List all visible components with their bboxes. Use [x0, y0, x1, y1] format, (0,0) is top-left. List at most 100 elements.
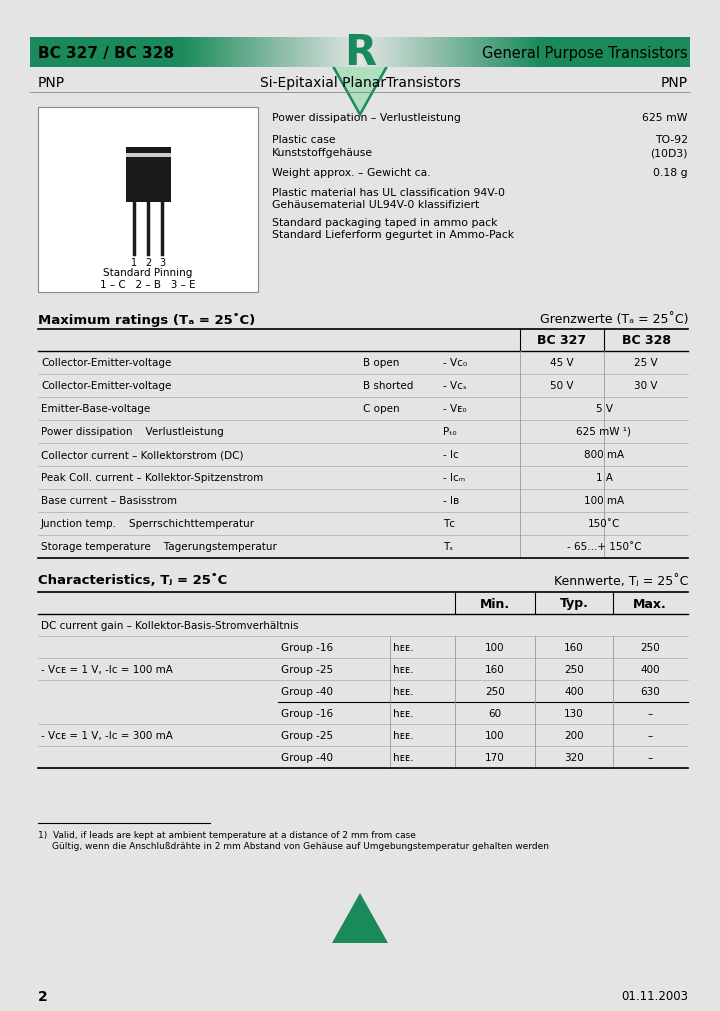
- Bar: [471, 38, 472, 68]
- Bar: [380, 38, 381, 68]
- Bar: [446, 38, 447, 68]
- Bar: [232, 38, 233, 68]
- Text: - Iʙ: - Iʙ: [443, 495, 459, 506]
- Bar: [476, 38, 477, 68]
- Bar: [224, 38, 225, 68]
- Bar: [247, 38, 248, 68]
- Bar: [510, 38, 511, 68]
- Bar: [482, 38, 483, 68]
- Text: Pₜ₀: Pₜ₀: [443, 427, 456, 437]
- Text: 01.11.2003: 01.11.2003: [621, 990, 688, 1003]
- Text: 625 mW: 625 mW: [642, 113, 688, 123]
- Bar: [282, 38, 283, 68]
- Bar: [329, 38, 330, 68]
- Bar: [221, 38, 222, 68]
- Bar: [188, 38, 189, 68]
- Bar: [354, 38, 355, 68]
- Bar: [529, 38, 530, 68]
- Bar: [470, 38, 471, 68]
- Bar: [186, 38, 187, 68]
- Bar: [258, 38, 259, 68]
- Text: - Iᴄ: - Iᴄ: [443, 450, 459, 460]
- Bar: [303, 38, 304, 68]
- Bar: [210, 38, 211, 68]
- Text: DC current gain – Kollektor-Basis-Stromverhältnis: DC current gain – Kollektor-Basis-Stromv…: [41, 621, 299, 631]
- Bar: [196, 38, 197, 68]
- Bar: [259, 38, 260, 68]
- Bar: [532, 38, 533, 68]
- Bar: [207, 38, 208, 68]
- Bar: [509, 38, 510, 68]
- Bar: [302, 38, 303, 68]
- Bar: [304, 38, 305, 68]
- Text: 100: 100: [485, 730, 505, 740]
- Text: Kunststoffgehäuse: Kunststoffgehäuse: [272, 148, 373, 158]
- Bar: [417, 38, 418, 68]
- Bar: [307, 38, 308, 68]
- Bar: [315, 38, 316, 68]
- Bar: [397, 38, 398, 68]
- Bar: [182, 38, 183, 68]
- Bar: [272, 38, 273, 68]
- Bar: [237, 38, 238, 68]
- Bar: [498, 38, 499, 68]
- Text: Maximum ratings (Tₐ = 25˚C): Maximum ratings (Tₐ = 25˚C): [38, 312, 256, 327]
- Bar: [410, 38, 411, 68]
- Bar: [409, 38, 410, 68]
- Text: - Vᴄₛ: - Vᴄₛ: [443, 380, 467, 390]
- Bar: [362, 38, 363, 68]
- Bar: [450, 38, 451, 68]
- Bar: [126, 148, 171, 203]
- Bar: [334, 38, 335, 68]
- Bar: [338, 38, 339, 68]
- Bar: [252, 38, 253, 68]
- Text: 250: 250: [640, 642, 660, 652]
- Bar: [330, 38, 331, 68]
- Bar: [493, 38, 494, 68]
- Bar: [414, 38, 415, 68]
- Text: Plastic case: Plastic case: [272, 134, 336, 145]
- Bar: [494, 38, 495, 68]
- Bar: [239, 38, 240, 68]
- Bar: [522, 38, 523, 68]
- Text: Plastic material has UL classification 94V-0: Plastic material has UL classification 9…: [272, 188, 505, 198]
- Text: Characteristics, Tⱼ = 25˚C: Characteristics, Tⱼ = 25˚C: [38, 574, 228, 587]
- Bar: [378, 38, 379, 68]
- Bar: [497, 38, 498, 68]
- Text: –: –: [647, 709, 652, 718]
- Bar: [185, 38, 186, 68]
- Bar: [436, 38, 437, 68]
- Bar: [341, 38, 342, 68]
- Bar: [415, 38, 416, 68]
- Bar: [369, 38, 370, 68]
- Bar: [440, 38, 441, 68]
- Bar: [516, 38, 517, 68]
- Bar: [277, 38, 278, 68]
- Bar: [384, 38, 385, 68]
- Text: General Purpose Transistors: General Purpose Transistors: [482, 45, 688, 61]
- Polygon shape: [332, 893, 388, 943]
- Bar: [426, 38, 427, 68]
- Text: 160: 160: [485, 664, 505, 674]
- Bar: [278, 38, 279, 68]
- Bar: [195, 38, 196, 68]
- Bar: [379, 38, 380, 68]
- Bar: [353, 38, 354, 68]
- Bar: [441, 38, 442, 68]
- Bar: [437, 38, 438, 68]
- Text: Weight approx. – Gewicht ca.: Weight approx. – Gewicht ca.: [272, 168, 431, 178]
- Bar: [503, 38, 504, 68]
- Bar: [336, 38, 337, 68]
- Text: Collector current – Kollektorstrom (DC): Collector current – Kollektorstrom (DC): [41, 450, 243, 460]
- Bar: [228, 38, 229, 68]
- Bar: [286, 38, 287, 68]
- Bar: [368, 38, 369, 68]
- Bar: [357, 38, 358, 68]
- Bar: [190, 38, 191, 68]
- Text: 2: 2: [145, 258, 151, 268]
- Text: Collector-Emitter-voltage: Collector-Emitter-voltage: [41, 380, 171, 390]
- Bar: [526, 38, 527, 68]
- Bar: [464, 38, 465, 68]
- Bar: [432, 38, 433, 68]
- Bar: [381, 38, 382, 68]
